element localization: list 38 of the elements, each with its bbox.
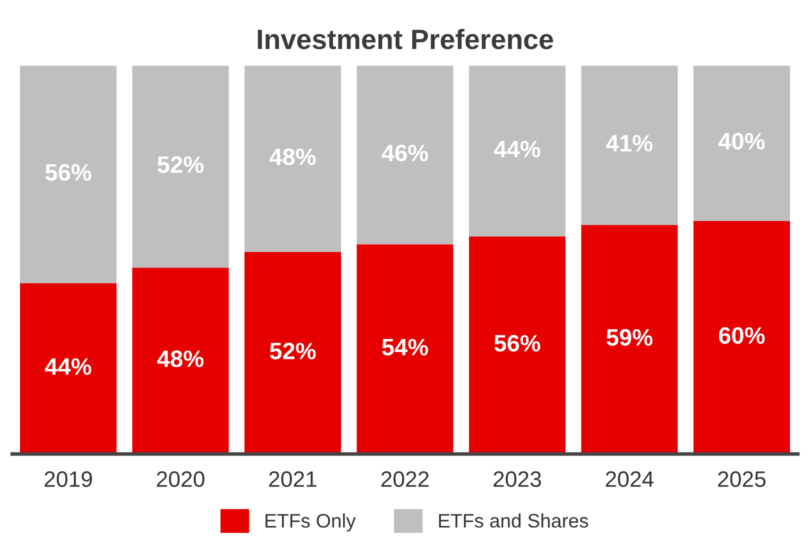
bar (356, 66, 454, 244)
bar (468, 236, 566, 454)
x-tick-label: 2025 (718, 471, 766, 487)
bar (356, 244, 454, 454)
data-label: 59% (606, 329, 652, 346)
data-label: 60% (718, 327, 765, 344)
data-label: 46% (382, 144, 428, 162)
chart-title: Investment Preference (258, 28, 554, 50)
data-label: 44% (494, 140, 540, 158)
data-label: 40% (718, 132, 765, 150)
data-label: 44% (45, 358, 92, 375)
legend-label: ETFs Only (266, 513, 356, 532)
x-tick-label: 2019 (44, 471, 92, 487)
x-tick-label: 2021 (269, 471, 316, 487)
data-label: 56% (494, 334, 540, 352)
data-label: 54% (382, 338, 428, 356)
bar (20, 283, 117, 454)
bar (693, 220, 790, 454)
data-label: 41% (606, 134, 652, 152)
bar (244, 66, 342, 252)
bar (132, 66, 229, 268)
bar (20, 66, 117, 284)
data-label: 52% (270, 342, 316, 360)
x-tick-label: 2020 (156, 471, 204, 487)
data-label: 52% (158, 156, 204, 173)
bar (132, 268, 229, 454)
bar (693, 66, 790, 221)
data-label: 48% (157, 350, 204, 368)
data-label: 56% (45, 164, 92, 181)
legend-label: ETFs and Shares (439, 513, 588, 528)
bar (244, 252, 342, 454)
bar (468, 66, 566, 237)
x-tick-label: 2022 (381, 471, 429, 487)
bar (581, 66, 678, 225)
bar (581, 224, 678, 454)
x-tick-label: 2024 (606, 471, 654, 487)
x-tick-label: 2023 (494, 471, 541, 487)
data-label: 48% (269, 148, 316, 166)
